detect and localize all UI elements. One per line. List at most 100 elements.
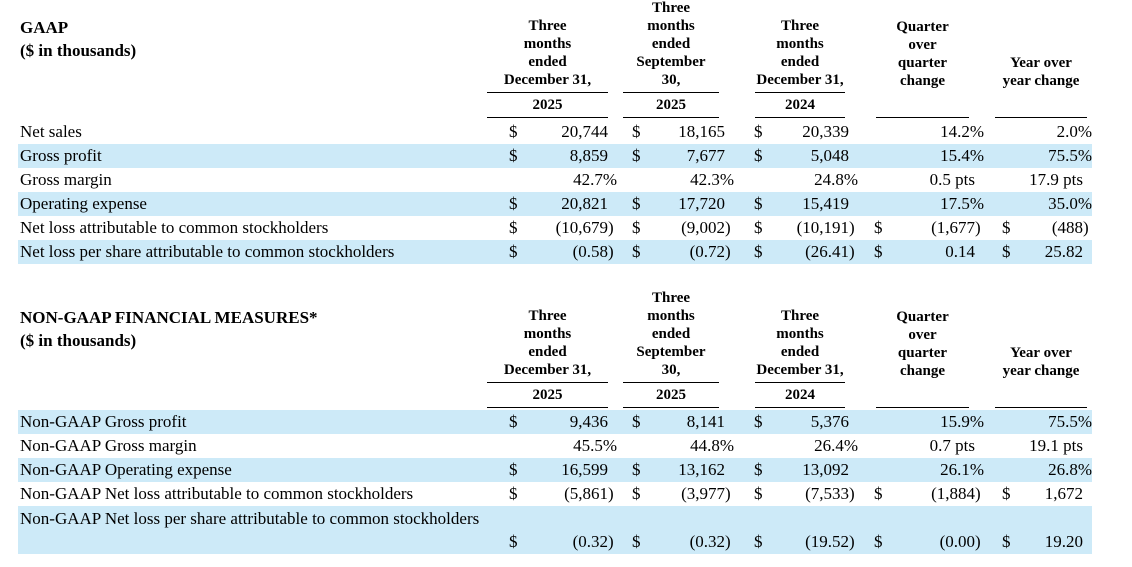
cell-value: (1,884 [931,484,975,503]
cell-value: 20,744 [561,122,608,141]
value-cell: $20,821 [505,192,617,216]
cell-value: 44.8 [690,436,720,455]
value-cell: 24.8% [750,168,858,192]
row-label: Non-GAAP Gross profit [20,412,187,431]
column-header-3: Three months ended December 31, 2024 [755,0,845,120]
cell-value: (10,191 [796,218,849,237]
dollar-sign: $ [1002,484,1011,503]
value-cell: $ (5,861) [505,482,617,506]
cell-value: 13,092 [802,460,849,479]
column-header-year: 2025 [623,383,719,408]
row-label: Non-GAAP Net loss attributable to common… [20,484,414,503]
column-header-label: Three months ended September 30, [623,0,719,93]
dollar-sign: $ [754,460,763,479]
value-cell: 44.8% [628,434,734,458]
table-row: Net sales $20,744 $18,165 $20,339 14.2% 2.0% [18,120,1092,144]
value-cell: 19.1 pts [998,434,1092,458]
column-header-2: Three months ended September 30, 2025 [623,0,719,120]
cell-value: (0.72 [689,242,725,261]
column-header-label: Three months ended December 31, [487,290,608,383]
cell-suffix: % [719,436,734,455]
row-label: Non-GAAP Net loss per share attributable… [20,509,480,528]
column-header-label: Three months ended September 30, [623,290,719,383]
cell-value: 1,672 [1044,484,1083,503]
dollar-sign: $ [754,242,763,261]
value-cell: $5,376 [750,410,858,434]
value-cell: $17,720 [628,192,734,216]
dollar-sign: $ [1002,242,1011,261]
non-gaap-title-block: NON-GAAP FINANCIAL MEASURES* ($ in thous… [20,306,318,352]
value-cell: $20,339 [750,120,858,144]
value-cell: 0.7 pts [870,434,984,458]
table-row: Non-GAAP Net loss attributable to common… [18,482,1092,506]
non-gaap-column-headers: Three months ended December 31, 2025 Three mon… [0,290,1132,410]
dollar-sign: $ [754,532,763,551]
cell-value: (0.32 [689,532,725,551]
dollar-sign: $ [632,412,641,431]
value-cell: 42.7% [505,168,617,192]
value-cell: $8,859 [505,144,617,168]
cell-suffix: % [1077,194,1092,213]
value-cell: 35.0% [998,192,1092,216]
value-cell: $25.82 [998,240,1092,264]
cell-value: 45.5 [573,436,603,455]
cell-value: 17.9 pts [1029,170,1083,189]
gaap-column-headers: Three months ended December 31, 2025 Three mon… [0,0,1132,120]
cell-suffix: ) [608,484,614,503]
cell-value: 19.20 [1044,532,1083,551]
cell-suffix: % [969,122,984,141]
column-header-label: Year over year change [1002,55,1080,89]
value-cell: $18,165 [628,120,734,144]
dollar-sign: $ [632,218,641,237]
cell-suffix: ) [849,532,855,551]
value-cell: 75.5% [998,144,1092,168]
value-cell: $ (1,884) [870,482,984,506]
column-header-label: Three months ended December 31, [755,0,845,93]
cell-value: 15.9 [940,412,970,431]
section-subtitle: ($ in thousands) [20,331,137,350]
cell-value: 75.5 [1048,146,1078,165]
value-cell: 26.8% [998,458,1092,482]
dollar-sign: $ [509,460,518,479]
dollar-sign: $ [632,532,641,551]
cell-value: 8,859 [569,146,608,165]
column-header-label: Year over year change [1002,345,1080,379]
cell-value: 15,419 [802,194,849,213]
cell-value: 0.7 pts [929,436,975,455]
row-label: Non-GAAP Operating expense [20,460,232,479]
dollar-sign: $ [754,218,763,237]
value-cell: $16,599 [505,458,617,482]
value-cell: $ (7,533) [750,482,858,506]
dollar-sign: $ [509,218,518,237]
cell-suffix: ) [975,484,981,503]
value-cell: $ (0.72) [628,240,734,264]
dollar-sign: $ [874,484,883,503]
cell-value: 18,165 [678,122,725,141]
table-row: Operating expense $20,821 $17,720 $15,419 17… [18,192,1092,216]
column-header-year: 2024 [755,93,845,118]
cell-suffix: ) [849,484,855,503]
cell-value: 9,436 [569,412,608,431]
cell-suffix: % [843,170,858,189]
row-label: Operating expense [20,194,147,213]
value-cell: $ (26.41) [750,240,858,264]
value-cell: $ (488) [998,216,1092,240]
dollar-sign: $ [509,484,518,503]
cell-value: 35.0 [1048,194,1078,213]
value-cell: $13,092 [750,458,858,482]
value-cell: 26.1% [870,458,984,482]
gaap-section: GAAP ($ in thousands) Three months ended De… [0,0,1132,264]
cell-value: 25.82 [1044,242,1083,261]
cell-value: 42.3 [690,170,720,189]
cell-suffix: % [969,412,984,431]
row-label: Net loss attributable to common stockhol… [20,218,329,237]
value-cell: 75.5% [998,410,1092,434]
value-cell: 17.5% [870,192,984,216]
value-cell: $ (10,191) [750,216,858,240]
value-cell: $19.20 [998,506,1092,554]
cell-value: 42.7 [573,170,603,189]
cell-suffix: % [843,436,858,455]
row-label: Net loss per share attributable to commo… [20,242,395,261]
cell-value: 24.8 [814,170,844,189]
